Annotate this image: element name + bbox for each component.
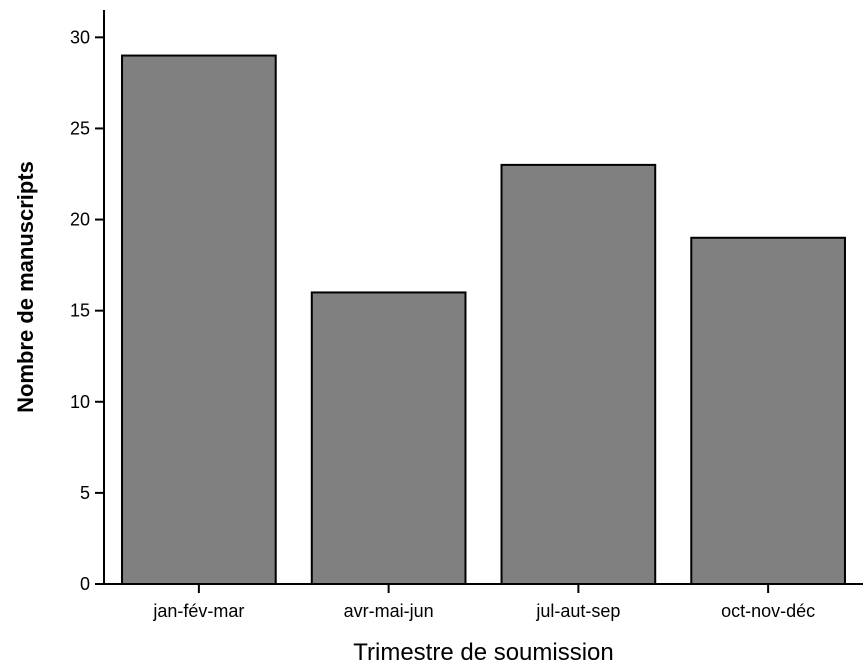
bar-1 — [121, 54, 277, 586]
bar-3 — [500, 163, 657, 585]
y-tick-label: 20 — [70, 210, 90, 230]
y-tick-label: 15 — [70, 301, 90, 321]
bar-2 — [310, 291, 467, 585]
x-axis-title: Trimestre de soumission — [353, 639, 614, 666]
y-ticks: 0 5 10 15 20 25 30 — [70, 27, 104, 594]
x-tick-label: oct-nov-déc — [721, 601, 815, 621]
x-ticks: jan-fév-mar avr-mai-jun jul-aut-sep oct-nov… — [152, 584, 815, 621]
bars-layer — [121, 54, 846, 586]
y-axis-title: Nombre de manuscripts — [13, 161, 38, 413]
y-tick-label: 25 — [70, 118, 90, 138]
y-tick-label: 30 — [70, 27, 90, 47]
y-tick-label: 5 — [80, 483, 90, 503]
bar-4 — [690, 236, 846, 585]
x-tick-label: avr-mai-jun — [344, 601, 434, 621]
x-tick-label: jul-aut-sep — [535, 601, 620, 621]
axes-layer — [103, 10, 863, 585]
y-tick-label: 0 — [80, 574, 90, 594]
x-tick-label: jan-fév-mar — [152, 601, 244, 621]
y-tick-label: 10 — [70, 392, 90, 412]
